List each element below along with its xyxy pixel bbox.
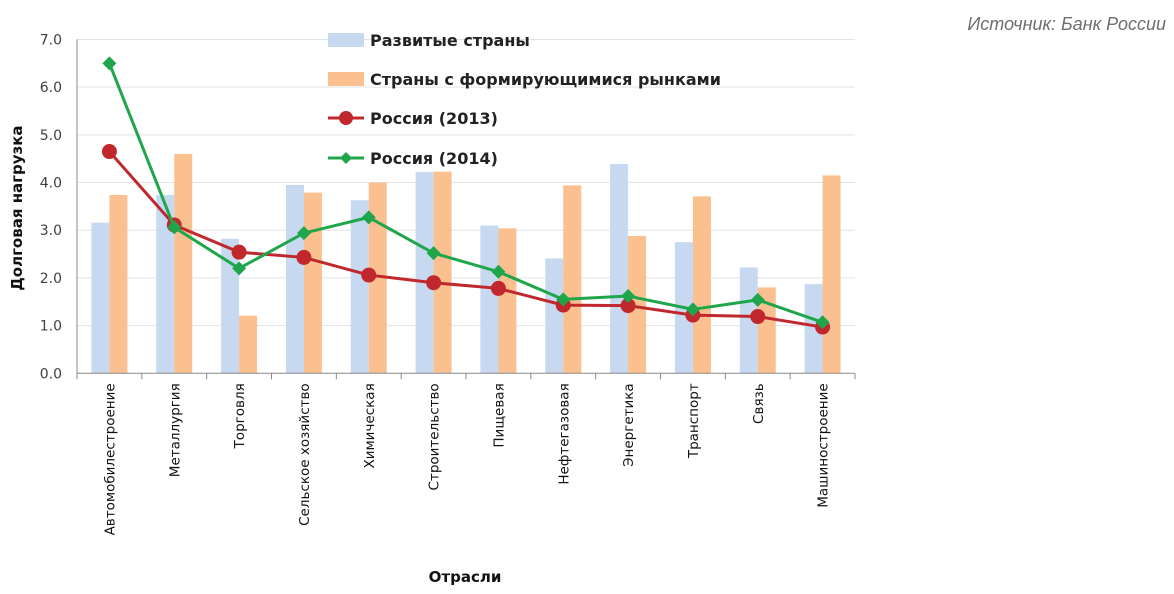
- line-circle-series: [108, 150, 823, 329]
- bar-emerging: [628, 235, 647, 374]
- point-russia-2014: [750, 292, 765, 307]
- x-tick-label: Пищевая: [491, 383, 507, 447]
- bar-emerging: [303, 192, 322, 374]
- point-russia-2014: [102, 56, 117, 71]
- point-russia-2014: [361, 210, 376, 225]
- x-tick-label: Энергетика: [621, 383, 637, 467]
- bar-emerging: [822, 175, 841, 374]
- x-axis-title: Отрасли: [429, 568, 502, 586]
- bar-developed: [91, 222, 110, 374]
- bar-emerging: [498, 228, 517, 374]
- x-tick-label: Автомобилестроение: [102, 383, 118, 535]
- y-tick-label: 1.0: [40, 319, 62, 335]
- bar-developed: [804, 284, 823, 374]
- point-russia-2014: [621, 289, 636, 304]
- point-russia-2014: [167, 220, 182, 235]
- legend-swatch: [328, 72, 364, 86]
- bar-developed: [285, 184, 304, 374]
- bar-emerging: [433, 171, 452, 374]
- y-axis-title: Долговая нагрузка: [8, 125, 26, 290]
- bar-developed: [739, 267, 758, 374]
- point-russia-2013: [620, 298, 636, 314]
- y-tick-label: 5.0: [40, 128, 62, 144]
- x-tick-label: Сельское хозяйство: [297, 383, 313, 526]
- source-note: Источник: Банк России: [967, 14, 1166, 34]
- bar-emerging: [239, 315, 258, 374]
- bar-emerging: [174, 153, 193, 374]
- bar-emerging: [563, 185, 582, 374]
- legend-marker: [340, 152, 352, 164]
- legend-swatch: [328, 33, 364, 47]
- legend-label: Страны с формирующимися рынками: [370, 70, 721, 89]
- x-tick-label: Машиностроение: [816, 383, 832, 507]
- bar-developed: [610, 163, 629, 374]
- point-russia-2013: [361, 267, 377, 283]
- legend-label: Россия (2013): [370, 109, 498, 128]
- x-tick-label: Строительство: [427, 383, 443, 490]
- point-russia-2013: [231, 244, 247, 260]
- point-russia-2014: [815, 315, 830, 330]
- y-tick-label: 6.0: [40, 80, 62, 96]
- x-tick-label: Торговля: [232, 383, 248, 449]
- bar-emerging: [368, 182, 387, 374]
- y-tick-label: 3.0: [40, 223, 62, 239]
- bar-developed: [480, 225, 499, 374]
- legend-label: Россия (2014): [370, 149, 498, 168]
- point-russia-2013: [296, 249, 312, 265]
- point-russia-2014: [296, 226, 311, 241]
- x-tick-label: Металлургия: [167, 383, 183, 477]
- point-russia-2014: [232, 261, 247, 276]
- bar-emerging: [757, 287, 776, 374]
- bar-developed: [156, 194, 175, 374]
- point-russia-2014: [685, 302, 700, 317]
- x-tick-label: Связь: [751, 383, 767, 424]
- point-russia-2014: [556, 292, 571, 307]
- legend-marker: [339, 111, 353, 125]
- bar-emerging: [109, 194, 128, 374]
- y-tick-label: 0.0: [40, 366, 62, 382]
- line-diamond-series: [108, 62, 824, 324]
- legend-label: Развитые страны: [370, 31, 530, 50]
- bar-developed: [415, 172, 434, 374]
- bar-developed: [545, 258, 564, 374]
- bar-developed: [350, 200, 369, 374]
- point-russia-2014: [426, 246, 441, 261]
- point-russia-2013: [426, 275, 442, 291]
- point-russia-2013: [101, 144, 117, 160]
- point-russia-2013: [750, 309, 766, 325]
- point-russia-2014: [491, 264, 506, 279]
- x-tick-label: Транспорт: [686, 383, 702, 459]
- y-tick-label: 2.0: [40, 271, 62, 287]
- y-tick-label: 4.0: [40, 176, 62, 192]
- point-russia-2013: [490, 280, 506, 296]
- x-tick-label: Химическая: [362, 383, 378, 468]
- bar-developed: [221, 238, 240, 374]
- y-tick-label: 7.0: [40, 33, 62, 49]
- bar-emerging: [692, 196, 711, 374]
- x-tick-label: Нефтегазовая: [556, 383, 572, 484]
